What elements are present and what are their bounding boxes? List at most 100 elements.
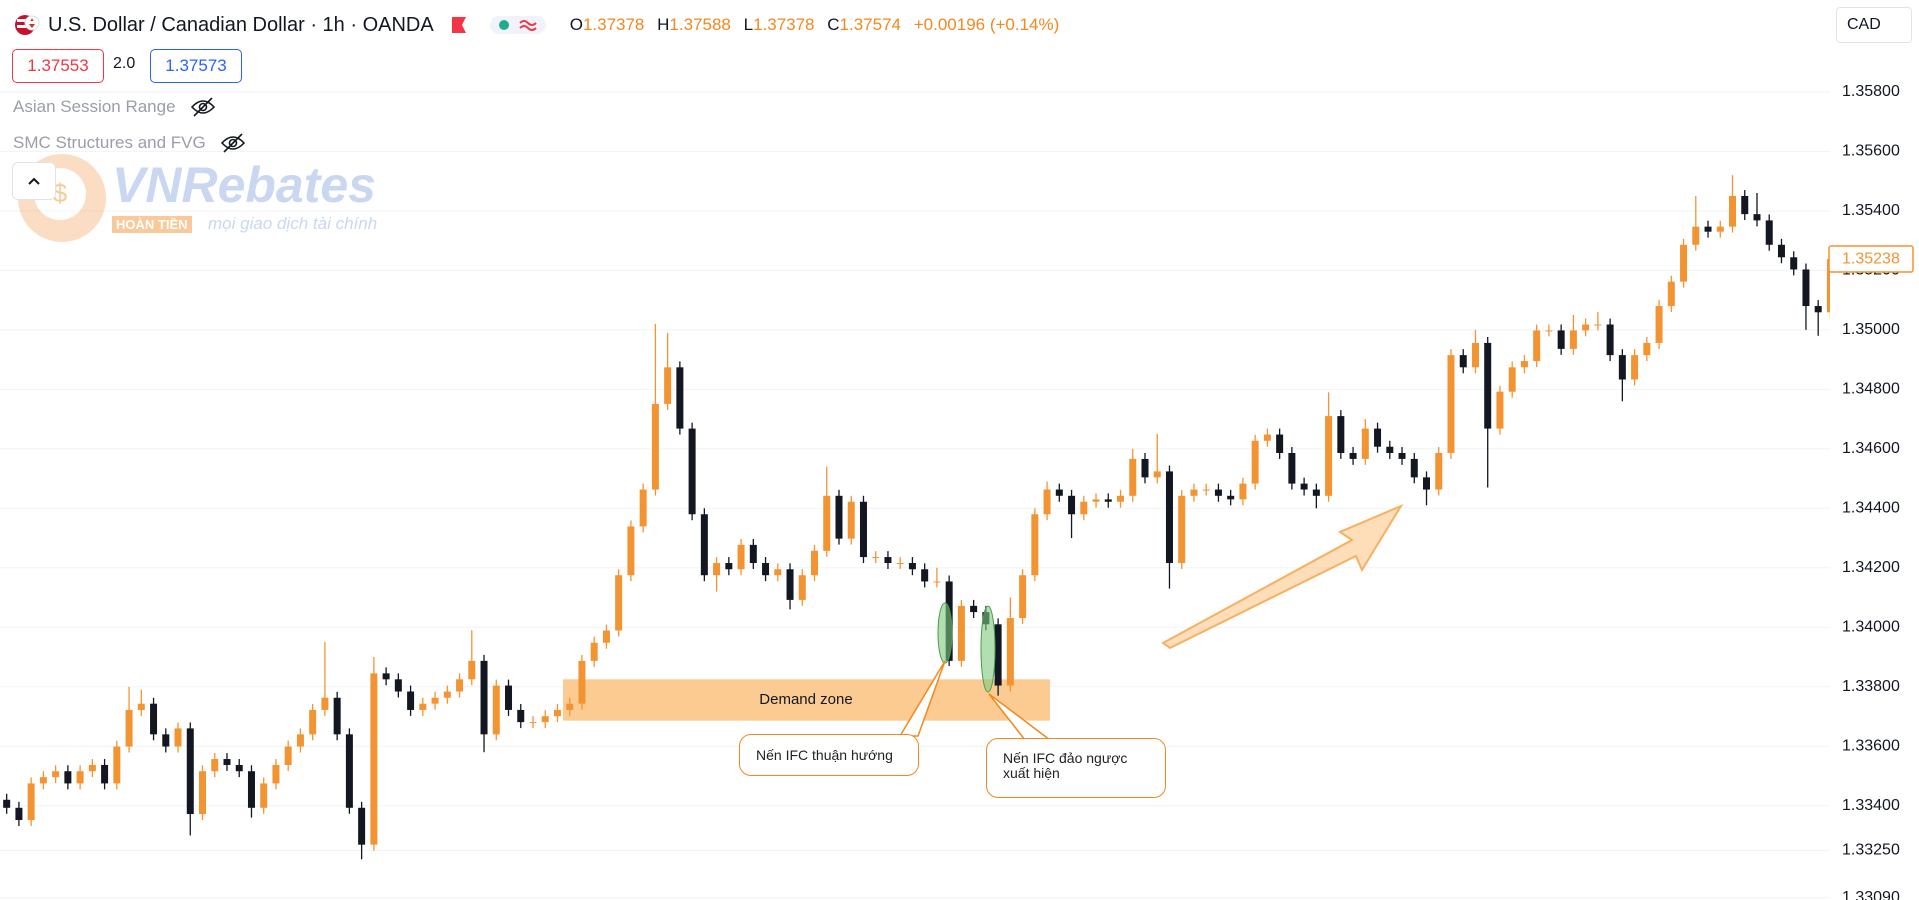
candle-body xyxy=(1582,324,1590,331)
annotation-text: Nến IFC đảo ngược xuất hiện xyxy=(1003,750,1128,781)
candle-body xyxy=(223,759,231,765)
candle-body xyxy=(725,563,733,570)
candle-body xyxy=(1104,499,1112,502)
candle-body xyxy=(1349,452,1357,459)
candle-body xyxy=(1557,330,1565,349)
hidden-eye-icon[interactable] xyxy=(220,132,246,154)
candle-body xyxy=(1545,330,1553,332)
sell-button[interactable]: 1.37553 xyxy=(12,49,104,83)
candle-body xyxy=(394,679,402,692)
last-price-label: 1.35238 xyxy=(1842,250,1900,267)
symbol-title[interactable]: U.S. Dollar / Canadian Dollar · 1h · OAN… xyxy=(48,13,434,36)
candle-body xyxy=(1423,477,1431,490)
candle-body xyxy=(345,734,353,808)
candle-body xyxy=(1410,458,1418,478)
candle-body xyxy=(1202,489,1210,491)
candle-body xyxy=(1263,434,1271,441)
candle-body xyxy=(615,575,623,631)
candle-body xyxy=(872,557,880,559)
candle-body xyxy=(321,697,329,710)
flag-marker[interactable] xyxy=(448,15,472,35)
candle-body xyxy=(456,679,464,692)
candle-body xyxy=(798,575,806,600)
watermark-slogan: mọi giao dịch tài chính xyxy=(208,214,378,233)
candle-body xyxy=(1031,514,1039,576)
candle-body xyxy=(541,716,549,723)
y-tick-label: 1.33250 xyxy=(1842,842,1900,859)
candle-body xyxy=(333,697,341,735)
candle-body xyxy=(1055,489,1063,496)
delay-icon xyxy=(518,20,537,31)
demand-zone xyxy=(563,679,1050,721)
ohlc-value: 1.37378 xyxy=(753,15,815,34)
candle-body xyxy=(811,550,819,576)
candle-body xyxy=(1802,269,1810,307)
candle-body xyxy=(468,660,476,680)
candle-body xyxy=(737,544,745,570)
ohlc-value: 1.37574 xyxy=(839,15,901,34)
svg-text:$: $ xyxy=(53,178,68,208)
candle-body xyxy=(1190,489,1198,496)
candle-body xyxy=(627,526,635,576)
candle-body xyxy=(235,764,243,772)
y-tick-label: 1.34800 xyxy=(1842,381,1900,398)
candle-body xyxy=(1716,226,1724,232)
y-tick-label: 1.35000 xyxy=(1842,321,1900,338)
y-tick-label: 1.34400 xyxy=(1842,500,1900,517)
collapse-button[interactable] xyxy=(12,162,56,200)
candle-body xyxy=(1631,355,1639,380)
price-axis-bg xyxy=(1830,0,1919,900)
candle-body xyxy=(908,563,916,570)
y-tick-label: 1.33090 xyxy=(1842,889,1900,900)
candle-body xyxy=(1814,306,1822,313)
indicator-name[interactable]: SMC Structures and FVG xyxy=(13,133,206,152)
candle-body xyxy=(590,642,598,661)
candle-body xyxy=(786,569,794,600)
indicator-name[interactable]: Asian Session Range xyxy=(13,97,176,116)
candle-body xyxy=(407,691,415,710)
candle-body xyxy=(1361,428,1369,459)
hidden-eye-icon[interactable] xyxy=(190,96,216,118)
candle-body xyxy=(762,563,770,576)
candle-body xyxy=(296,734,304,747)
candle-body xyxy=(529,722,537,724)
candle-body xyxy=(957,605,965,661)
candle-body xyxy=(1337,416,1345,453)
candle-body xyxy=(1374,428,1382,447)
candle-body xyxy=(309,709,317,735)
candle-body xyxy=(1214,489,1222,496)
watermark-tag: HOÀN TIỀN xyxy=(112,216,192,233)
candle-body xyxy=(284,746,292,765)
candle-body xyxy=(749,544,757,564)
candle-body xyxy=(358,807,366,845)
candle-body xyxy=(994,624,1002,686)
candle-body xyxy=(505,685,513,710)
candle-body xyxy=(1777,244,1785,258)
ohlc: O1.37378 H1.37588 L1.37378 C1.37574 +0.0… xyxy=(570,15,1068,35)
buy-button[interactable]: 1.37573 xyxy=(150,49,242,83)
status-pill[interactable] xyxy=(489,16,546,34)
candle-body xyxy=(88,764,96,772)
candle-body xyxy=(602,630,610,643)
y-tick-label: 1.33400 xyxy=(1842,797,1900,814)
candle-body xyxy=(419,703,427,710)
indicator-row[interactable]: Asian Session Range xyxy=(13,96,216,118)
indicator-row[interactable]: SMC Structures and FVG xyxy=(13,132,246,154)
currency-button[interactable]: CAD xyxy=(1836,7,1912,43)
candle-body xyxy=(113,746,121,784)
y-tick-label: 1.34600 xyxy=(1842,440,1900,457)
candle-body xyxy=(1704,226,1712,232)
candle-body xyxy=(1447,355,1455,453)
candle-body xyxy=(15,807,23,820)
candle-body xyxy=(1227,495,1235,500)
candle-body xyxy=(1459,355,1467,368)
candle-body xyxy=(566,703,574,710)
candle-body xyxy=(39,777,47,784)
y-tick-label: 1.35800 xyxy=(1842,83,1900,100)
candle-body xyxy=(921,569,929,582)
candle-body xyxy=(492,685,500,735)
ifc-highlight xyxy=(980,605,996,693)
candle-body xyxy=(823,495,831,551)
candle-body xyxy=(1484,342,1492,429)
